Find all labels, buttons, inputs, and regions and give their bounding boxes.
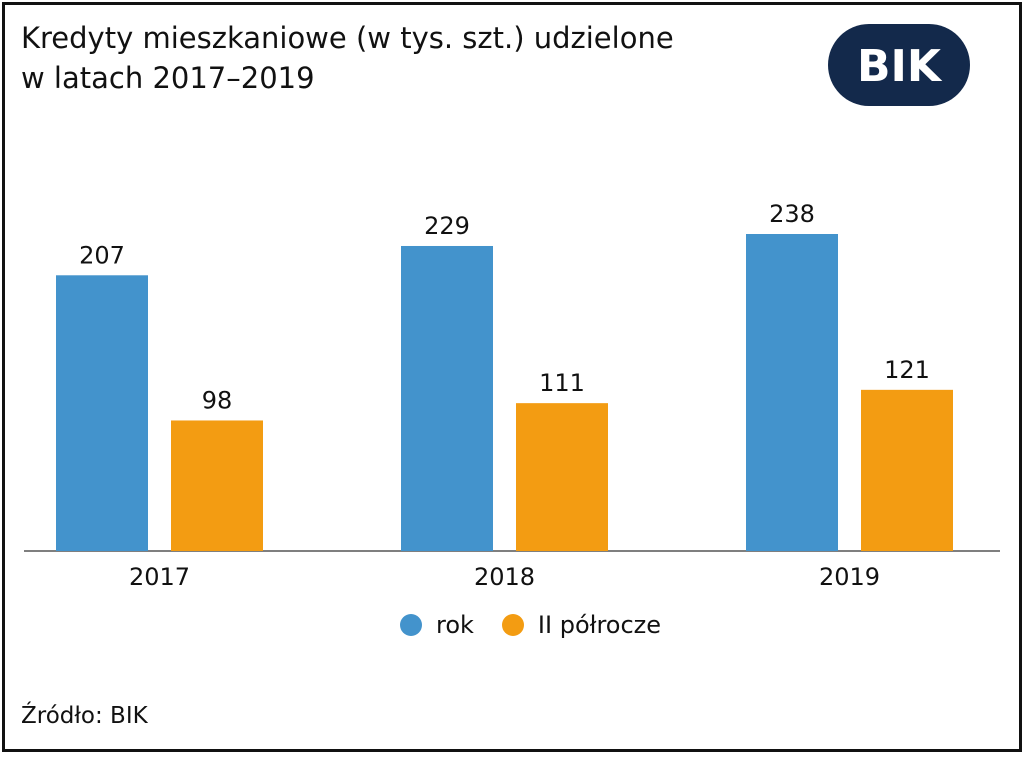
bar-polrocze-2019 <box>861 389 953 551</box>
x-tick-label-2017: 2017 <box>129 563 190 591</box>
source-note: Źródło: BIK <box>21 703 148 729</box>
bar-rok-2018 <box>401 245 493 551</box>
data-label-polrocze-2019: 121 <box>884 356 930 384</box>
data-label-polrocze-2018: 111 <box>539 369 585 397</box>
data-label-rok-2019: 238 <box>769 200 815 228</box>
data-label-rok-2017: 207 <box>79 241 125 269</box>
bar-rok-2019 <box>746 234 838 551</box>
bik-logo: BIK <box>828 24 970 106</box>
legend-marker-rok <box>400 614 422 636</box>
legend-item-polrocze: II półrocze <box>501 611 662 639</box>
data-label-rok-2018: 229 <box>424 212 470 240</box>
x-tick-label-2018: 2018 <box>474 563 535 591</box>
legend-label-polrocze: II półrocze <box>537 611 662 639</box>
chart-title-line-1: Kredyty mieszkaniowe (w tys. szt.) udzie… <box>21 21 674 55</box>
data-label-polrocze-2017: 98 <box>202 386 233 414</box>
chart-title: Kredyty mieszkaniowe (w tys. szt.) udzie… <box>21 18 674 98</box>
bik-logo-text: BIK <box>857 41 943 92</box>
legend-item-rok: rok <box>400 611 474 639</box>
x-tick-label-2019: 2019 <box>819 563 880 591</box>
legend: rok II półrocze <box>400 610 689 640</box>
bar-polrocze-2018 <box>516 403 608 551</box>
legend-label-rok: rok <box>436 611 474 639</box>
bar-rok-2017 <box>56 275 148 551</box>
legend-marker-polrocze <box>501 614 524 636</box>
chart-title-line-2: w latach 2017–2019 <box>21 61 315 95</box>
bar-polrocze-2017 <box>171 420 263 551</box>
